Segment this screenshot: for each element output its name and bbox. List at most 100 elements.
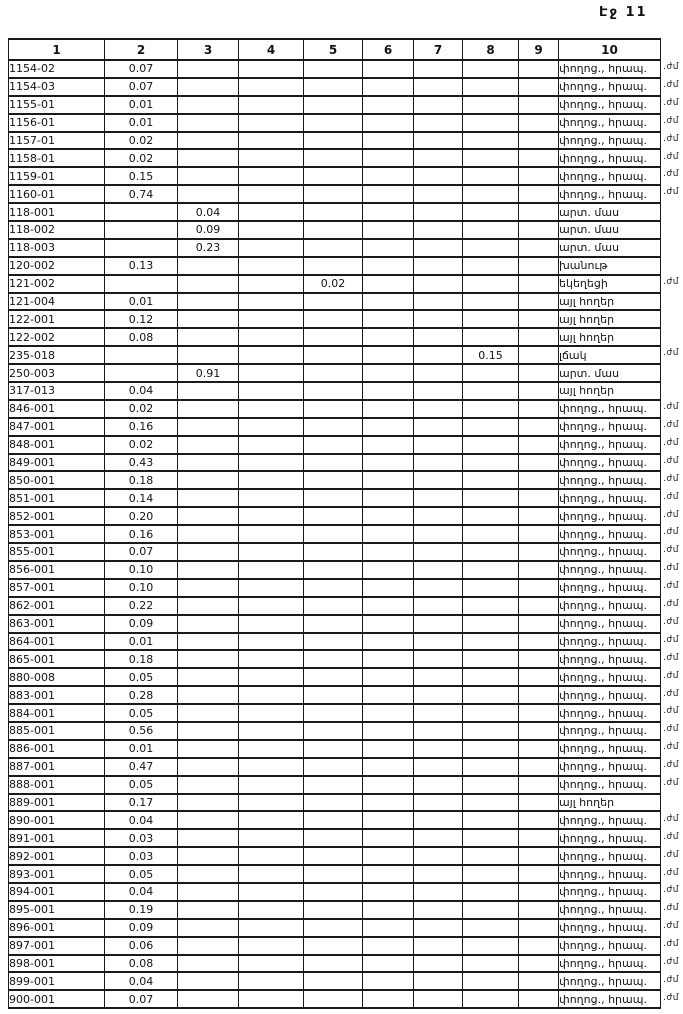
- empty-cell: [518, 810, 559, 831]
- margin-note: .ժմ: [663, 509, 679, 520]
- table-row: 895-001 0.19 փողոց., հրապ.: [8, 899, 661, 920]
- empty-cell: [177, 273, 239, 294]
- empty-cell: [462, 184, 519, 205]
- empty-cell: [518, 989, 559, 1010]
- empty-cell: [413, 291, 463, 312]
- empty-cell: [303, 416, 363, 437]
- empty-cell: [462, 774, 519, 795]
- empty-cell: [413, 506, 463, 527]
- empty-cell: [362, 470, 414, 491]
- empty-cell: [462, 971, 519, 992]
- area-value-cell: 0.18: [104, 649, 178, 670]
- empty-cell: [413, 881, 463, 902]
- land-use-cell: փողոց., հրապ.: [558, 416, 661, 437]
- empty-cell: [238, 738, 304, 759]
- margin-note: .ժմ: [663, 939, 679, 950]
- empty-cell: [413, 363, 463, 384]
- empty-cell: [177, 506, 239, 527]
- table-row: 118-003 0.23 արտ. մաս: [8, 237, 661, 258]
- empty-cell: [177, 148, 239, 169]
- empty-cell: [177, 792, 239, 813]
- empty-cell: [462, 631, 519, 652]
- margin-note: .ժմ: [663, 402, 679, 413]
- empty-cell: [177, 524, 239, 545]
- land-use-cell: փողոց., հրապ.: [558, 935, 661, 956]
- empty-cell: [238, 631, 304, 652]
- land-use-cell: փողոց., հրապ.: [558, 953, 661, 974]
- parcel-id-cell: 118-003: [8, 237, 105, 258]
- land-use-cell: փողոց., հրապ.: [558, 828, 661, 849]
- parcel-id-cell: 317-013: [8, 381, 105, 401]
- empty-cell: [518, 559, 559, 580]
- empty-cell: [518, 416, 559, 437]
- empty-cell: [177, 917, 239, 938]
- empty-cell: [177, 935, 239, 956]
- parcel-id-cell: 250-003: [8, 363, 105, 384]
- empty-cell: [518, 273, 559, 294]
- empty-cell: [413, 220, 463, 240]
- parcel-id-cell: 890-001: [8, 810, 105, 831]
- margin-note: .ժմ: [663, 903, 679, 914]
- parcel-id-cell: 863-001: [8, 613, 105, 634]
- empty-cell: [462, 828, 519, 849]
- parcel-id-cell: 898-001: [8, 953, 105, 974]
- empty-cell: [303, 953, 363, 974]
- empty-cell: [518, 59, 559, 79]
- land-use-cell: եկեղեցի: [558, 273, 661, 294]
- empty-cell: [303, 738, 363, 759]
- empty-cell: [413, 774, 463, 795]
- empty-cell: [413, 828, 463, 849]
- land-use-cell: փողոց., հրապ.: [558, 184, 661, 205]
- empty-cell: [462, 667, 519, 688]
- empty-cell: [177, 94, 239, 115]
- margin-note: .ժմ: [663, 348, 679, 359]
- empty-cell: [177, 613, 239, 634]
- margin-note: .ժմ: [663, 545, 679, 556]
- parcel-id-cell: 855-001: [8, 542, 105, 562]
- margin-note: .ժմ: [663, 778, 679, 788]
- empty-cell: [238, 130, 304, 151]
- empty-cell: [518, 953, 559, 974]
- empty-cell: [177, 881, 239, 902]
- empty-cell: [238, 649, 304, 670]
- parcel-id-cell: 864-001: [8, 631, 105, 652]
- margin-note: .ժմ: [663, 634, 679, 645]
- empty-cell: [413, 345, 463, 366]
- empty-cell: [362, 345, 414, 366]
- empty-cell: [518, 846, 559, 867]
- empty-cell: [413, 542, 463, 562]
- empty-cell: [303, 989, 363, 1010]
- area-value-cell: 0.09: [104, 613, 178, 634]
- empty-cell: [238, 273, 304, 294]
- empty-cell: [177, 756, 239, 777]
- table-row: 887-001 0.47 փողոց., հրապ.: [8, 756, 661, 777]
- empty-cell: [303, 112, 363, 133]
- empty-cell: [238, 613, 304, 634]
- table-row: 900-001 0.07 փողոց., հրապ.: [8, 989, 661, 1010]
- empty-cell: [303, 792, 363, 813]
- margin-note: .ժմ: [663, 957, 679, 967]
- table-row: 122-001 0.12 այլ հողեր: [8, 309, 661, 330]
- empty-cell: [413, 935, 463, 956]
- empty-cell: [238, 595, 304, 616]
- parcel-id-cell: 886-001: [8, 738, 105, 759]
- empty-cell: [413, 166, 463, 187]
- empty-cell: [177, 738, 239, 759]
- empty-cell: [462, 685, 519, 706]
- empty-cell: [413, 130, 463, 151]
- table-row: 863-001 0.09 փողոց., հրապ.: [8, 613, 661, 634]
- empty-cell: [362, 810, 414, 831]
- empty-cell: [238, 202, 304, 223]
- area-value-cell: 0.01: [104, 631, 178, 652]
- empty-cell: [362, 398, 414, 419]
- empty-cell: [462, 756, 519, 777]
- empty-cell: [413, 649, 463, 670]
- parcel-id-cell: 1160-01: [8, 184, 105, 205]
- margin-note: .ժմ: [663, 599, 679, 609]
- parcel-id-cell: 1157-01: [8, 130, 105, 151]
- empty-cell: [238, 542, 304, 562]
- empty-cell: [362, 112, 414, 133]
- parcel-id-cell: 891-001: [8, 828, 105, 849]
- empty-cell: [518, 202, 559, 223]
- empty-cell: [177, 255, 239, 276]
